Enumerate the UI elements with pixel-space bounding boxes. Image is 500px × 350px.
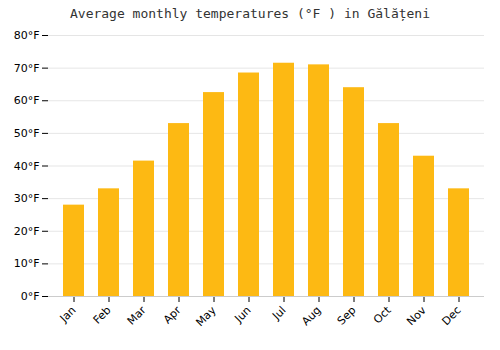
svg-text:Jan: Jan <box>57 304 79 326</box>
svg-text:0°F: 0°F <box>21 290 40 303</box>
svg-text:Aug: Aug <box>299 304 323 328</box>
svg-text:Mar: Mar <box>125 303 149 327</box>
svg-text:Feb: Feb <box>91 304 114 327</box>
svg-text:50°F: 50°F <box>14 127 40 140</box>
svg-text:Sep: Sep <box>335 304 359 328</box>
svg-text:80°F: 80°F <box>14 29 40 42</box>
svg-text:Dec: Dec <box>439 304 463 328</box>
svg-text:70°F: 70°F <box>14 62 40 75</box>
svg-text:May: May <box>193 303 219 329</box>
svg-text:Oct: Oct <box>371 303 394 326</box>
svg-text:Apr: Apr <box>161 303 184 326</box>
svg-text:Jun: Jun <box>232 304 254 326</box>
svg-text:10°F: 10°F <box>14 257 40 270</box>
svg-text:Nov: Nov <box>404 303 429 328</box>
svg-text:20°F: 20°F <box>14 225 40 238</box>
html-text:Average monthly temperatures (: Average monthly temperatures (°F ) in Gă… <box>70 6 430 21</box>
svg-text:Jul: Jul <box>269 304 288 323</box>
svg-text:40°F: 40°F <box>14 160 40 173</box>
svg-text:60°F: 60°F <box>14 94 40 107</box>
svg-text:30°F: 30°F <box>14 192 40 205</box>
